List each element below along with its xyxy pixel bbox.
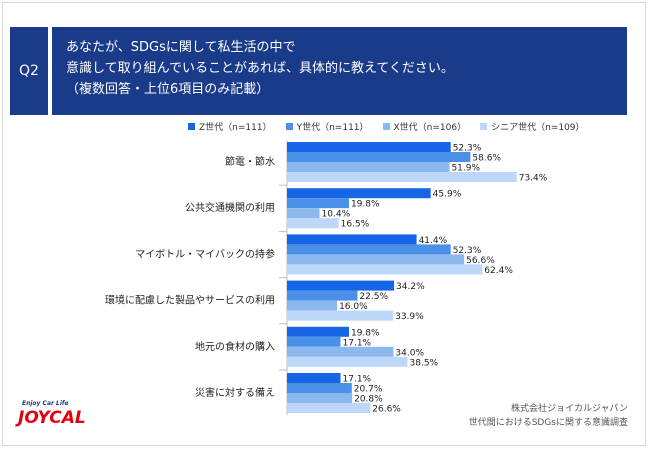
value-label-y: 58.6% [472,154,501,164]
bar-y [287,244,451,255]
page-border [2,2,646,446]
bar-x [287,162,450,172]
value-label-y: 17.1% [343,338,372,348]
legend-label-senior: シニア世代（n=109） [491,122,585,133]
value-label-y: 52.3% [453,246,482,256]
bar-x [287,208,320,219]
chart-legend: Z世代（n=111） Y世代（n=111） X世代（n=106） シニア世代（n… [188,118,638,134]
category-label: 災害に対する備え [195,386,275,399]
value-label-z: 19.8% [351,328,380,338]
bar-x [287,393,353,403]
value-label-senior: 26.6% [372,405,401,415]
question-number: Q2 [19,63,39,79]
value-label-y: 22.5% [359,292,388,302]
question-line-3: （複数回答・上位6項目のみ記載） [66,82,270,97]
bar-y [287,383,352,393]
bar-z [287,142,451,152]
bar-senior [287,403,371,413]
value-label-x: 51.9% [451,164,480,174]
legend-item-x: X世代（n=106） [382,118,467,134]
bar-senior [287,356,408,367]
value-label-x: 20.8% [354,395,383,405]
legend-swatch-y [285,122,293,130]
legend-swatch-senior [480,122,488,130]
legend-label-z: Z世代（n=111） [199,122,272,133]
bar-x [287,254,465,265]
bar-senior [287,172,517,182]
value-label-z: 17.1% [343,375,372,385]
bar-z [287,373,341,383]
legend-label-x: X世代（n=106） [393,122,467,133]
bar-y [287,152,471,162]
source-company: 株式会社ジョイカルジャパン [510,404,628,414]
category-label: 環境に配慮した製品やサービスの利用 [105,294,275,307]
value-label-z: 34.2% [396,282,425,292]
source-survey: 世代間におけるSDGsに関する意識調査 [468,418,628,428]
question-badge: Q2 [10,27,48,115]
logo-tagline: Enjoy Car Life [22,400,69,407]
value-label-z: 45.9% [433,190,462,200]
value-label-x: 16.0% [339,302,368,312]
bar-x [287,300,338,311]
category-label: マイボトル・マイバックの持参 [135,247,275,260]
bar-x [287,346,394,357]
value-label-senior: 38.5% [410,358,439,368]
bar-senior [287,218,339,229]
value-label-z: 41.4% [419,236,448,246]
question-line-2: 意識して取り組んでいることがあれば、具体的に教えてください。 [66,61,454,76]
bar-z [287,326,349,337]
legend-label-y: Y世代（n=111） [296,122,369,133]
bar-y [287,290,358,301]
bar-senior [287,310,394,321]
bar-z [287,234,417,245]
question-title: あなたが、SDGsに関して私生活の中で 意識して取り組んでいることがあれば、具体… [52,27,627,115]
value-label-senior: 62.4% [484,266,513,276]
bar-y [287,198,349,209]
value-label-z: 52.3% [453,144,482,154]
legend-swatch-x [382,122,390,130]
value-label-senior: 16.5% [341,220,370,230]
bar-z [287,188,431,199]
value-label-x: 34.0% [395,348,424,358]
legend-item-z: Z世代（n=111） [188,118,272,134]
value-label-senior: 33.9% [395,312,424,322]
bar-z [287,280,395,291]
category-label: 地元の食材の購入 [195,340,275,353]
value-label-senior: 73.4% [519,174,548,184]
value-label-x: 56.6% [466,256,495,266]
value-label-y: 20.7% [354,385,383,395]
category-label: 公共交通機関の利用 [185,201,275,214]
legend-item-senior: シニア世代（n=109） [480,118,585,134]
question-line-1: あなたが、SDGsに関して私生活の中で [66,40,296,55]
value-label-x: 10.4% [322,210,351,220]
category-label: 節電・節水 [225,155,275,168]
source-credit: 株式会社ジョイカルジャパン 世代間におけるSDGsに関する意識調査 [469,402,628,430]
bar-senior [287,264,483,275]
value-label-y: 19.8% [351,200,380,210]
bar-y [287,336,341,347]
legend-item-y: Y世代（n=111） [285,118,369,134]
legend-swatch-z [188,122,195,130]
logo-wordmark: JOYCAL [18,408,86,428]
company-logo: Enjoy Car Life JOYCAL [14,398,114,438]
